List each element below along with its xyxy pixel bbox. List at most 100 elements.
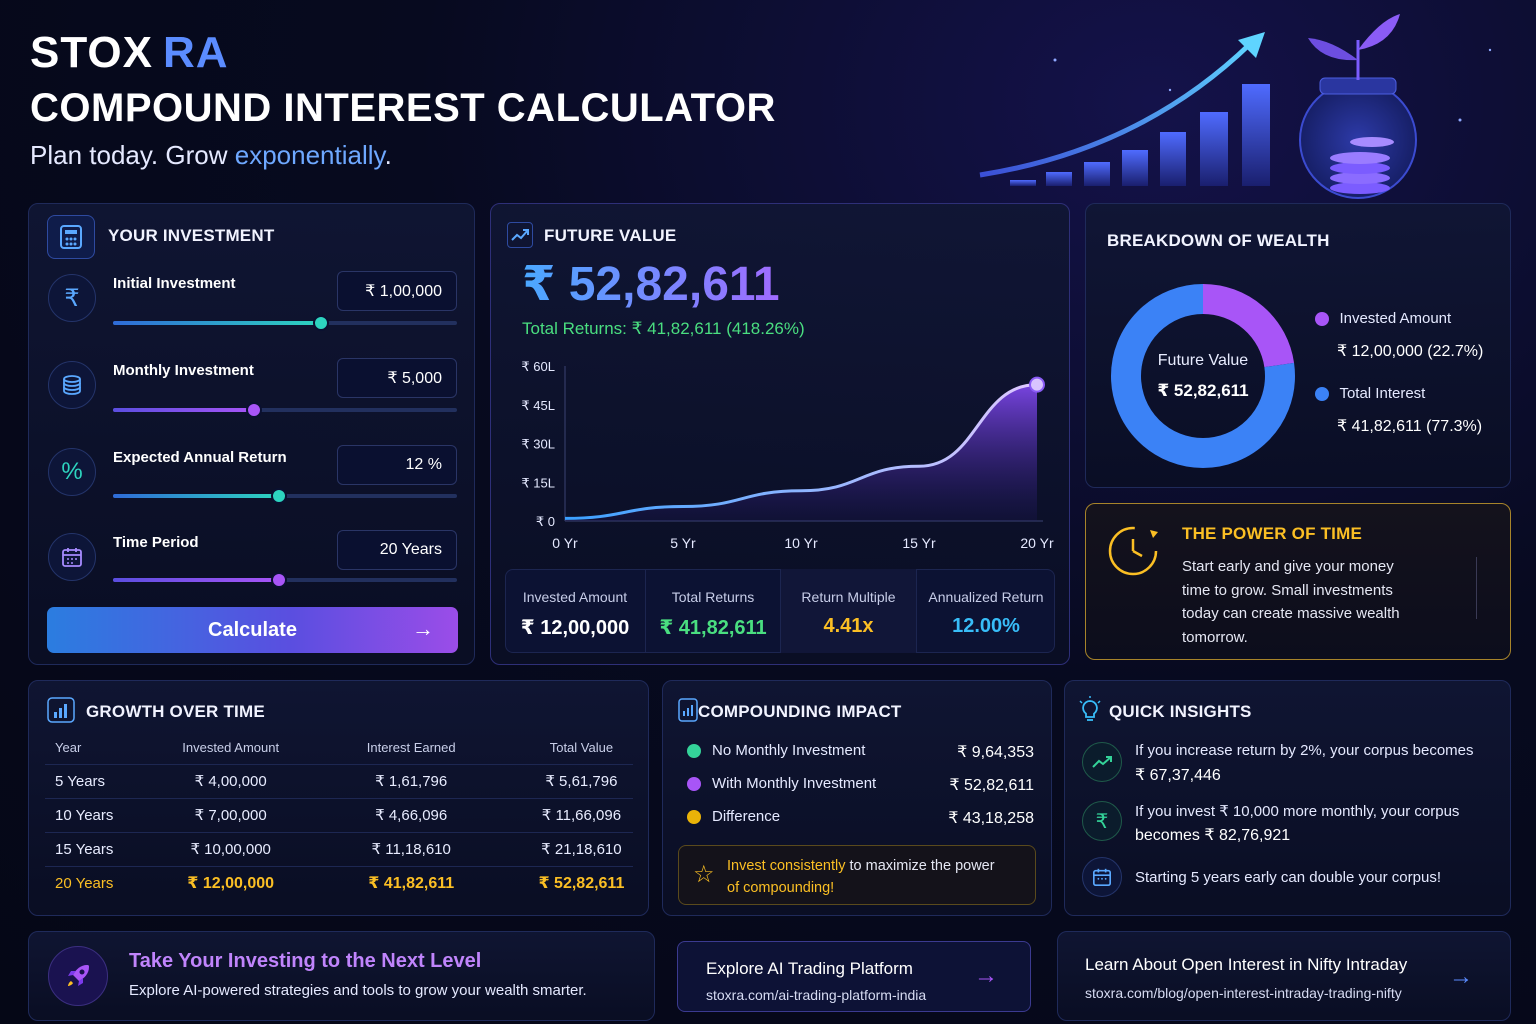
stat-annualized: Annualized Return 12.00%: [916, 569, 1055, 653]
cell-total: ₹ 21,18,610: [529, 831, 633, 866]
insight-3-line1: Starting 5 years early can double your c…: [1135, 869, 1441, 886]
initial-investment-input[interactable]: ₹ 1,00,000: [337, 271, 457, 311]
power-of-time-title: THE POWER OF TIME: [1182, 524, 1363, 543]
initial-investment-slider-fill: [113, 321, 321, 325]
stat-multiple-label: Return Multiple: [801, 589, 896, 605]
cell-interest: ₹ 4,66,096: [292, 797, 530, 832]
investment-title: YOUR INVESTMENT: [108, 226, 275, 245]
time-period-slider-knob[interactable]: [271, 572, 287, 588]
legend-interest: Total Interest: [1315, 385, 1425, 403]
bar-chart-icon: [47, 697, 75, 723]
tagline-accent: exponentially: [234, 140, 385, 170]
legend-interest-label: Total Interest: [1339, 385, 1426, 402]
impact-note-rest: to maximize the power: [845, 858, 995, 874]
expected-return-input[interactable]: 12 %: [337, 445, 457, 485]
power-divider: [1476, 557, 1477, 619]
expected-return-slider-knob[interactable]: [271, 488, 287, 504]
cell-invested: ₹ 12,00,000: [168, 865, 293, 900]
monthly-investment-input[interactable]: ₹ 5,000: [337, 358, 457, 398]
calculate-button-label: Calculate: [208, 618, 297, 641]
legend-invested: Invested Amount: [1315, 310, 1451, 328]
open-interest-link-url: stoxra.com/blog/open-interest-intraday-t…: [1085, 985, 1402, 1001]
clock-icon: [1108, 526, 1158, 576]
end-point-marker: [1029, 376, 1045, 393]
cell-total: ₹ 11,66,096: [529, 797, 633, 832]
impact-value: ₹ 43,18,258: [948, 810, 1034, 827]
time-period-input[interactable]: 20 Years: [337, 530, 457, 570]
stat-invested-value: ₹ 12,00,000: [520, 617, 630, 639]
x-tick-label: 0 Yr: [552, 535, 578, 551]
impact-label: No Monthly Investment: [712, 742, 866, 759]
ai-trading-platform-link[interactable]: Explore AI Trading Platform stoxra.com/a…: [677, 941, 1031, 1012]
impact-item-with-monthly: With Monthly Investment ₹ 52,82,611: [687, 775, 1034, 797]
rupee-icon: ₹: [48, 274, 96, 322]
impact-label: With Monthly Investment: [712, 775, 877, 792]
future-value-amount: ₹ 52,82,611: [522, 258, 780, 311]
power-of-time-text: Start early and give your money time to …: [1182, 558, 1400, 646]
impact-note-line2: of compounding!: [727, 880, 835, 896]
time-period-slider[interactable]: [113, 572, 457, 588]
promo-subtitle: Explore AI-powered strategies and tools …: [129, 982, 587, 999]
time-period-label: Time Period: [113, 534, 199, 551]
initial-investment-label: Initial Investment: [113, 275, 236, 292]
legend-interest-value: ₹ 41,82,611 (77.3%): [1337, 418, 1483, 435]
brand-logo-part1: STOX: [30, 28, 154, 77]
y-tick-label: ₹ 15L: [521, 475, 555, 490]
stat-invested-label: Invested Amount: [522, 589, 628, 605]
insights-title: QUICK INSIGHTS: [1109, 702, 1252, 721]
stat-annualized-label: Annualized Return: [928, 589, 1044, 605]
impact-item-difference: Difference ₹ 43,18,258: [687, 808, 1034, 830]
growth-table-header: Year Invested Amount Interest Earned Tot…: [45, 732, 633, 764]
cell-interest: ₹ 41,82,611: [292, 865, 530, 900]
growth-illustration: [979, 14, 1492, 199]
expected-return-slider[interactable]: [113, 488, 457, 504]
col-interest: Interest Earned: [366, 740, 456, 756]
insights-panel: [1064, 680, 1511, 916]
stat-annualized-value: 12.00%: [952, 615, 1020, 637]
donut-center-value: ₹ 52,82,611: [1157, 381, 1249, 400]
brand-logo: STOX RA: [30, 28, 229, 78]
calculate-button[interactable]: Calculate →: [47, 607, 458, 653]
arrow-right-icon: →: [974, 962, 998, 989]
initial-investment-slider[interactable]: [113, 315, 457, 331]
wealth-donut-chart: [1111, 284, 1295, 468]
x-tick-label: 20 Yr: [1020, 535, 1054, 551]
col-invested: Invested Amount: [182, 740, 280, 756]
y-tick-label: ₹ 45L: [521, 398, 555, 413]
calendar-icon: [48, 533, 96, 581]
monthly-investment-slider[interactable]: [113, 402, 457, 418]
trend-up-icon: [507, 222, 533, 248]
impact-note-accent: Invest consistently: [727, 858, 846, 874]
open-interest-link[interactable]: Learn About Open Interest in Nifty Intra…: [1057, 931, 1511, 1021]
x-tick-label: 15 Yr: [902, 535, 936, 551]
donut-center-label: Future Value: [1157, 352, 1249, 369]
document-chart-icon: [678, 698, 698, 722]
monthly-investment-slider-knob[interactable]: [246, 402, 262, 418]
cell-interest: ₹ 11,18,610: [292, 831, 530, 866]
page-title: COMPOUND INTEREST CALCULATOR: [30, 86, 776, 130]
ai-trading-link-title: Explore AI Trading Platform: [706, 959, 913, 978]
growth-title: GROWTH OVER TIME: [86, 702, 265, 721]
donut-slice-interest: [1111, 284, 1295, 468]
table-row: 10 Years ₹ 7,00,000 ₹ 4,66,096 ₹ 11,66,0…: [45, 797, 633, 832]
tagline: Plan today. Grow exponentially.: [30, 140, 392, 171]
stat-multiple: Return Multiple 4.41x: [780, 569, 916, 653]
col-total: Total Value: [549, 740, 614, 756]
cell-invested: ₹ 4,00,000: [168, 763, 293, 798]
y-tick-label: ₹ 30L: [521, 437, 555, 452]
cell-year: 10 Years: [45, 797, 169, 832]
stat-multiple-value: 4.41x: [823, 615, 874, 637]
impact-dot-purple: [687, 777, 701, 791]
star-icon: ☆: [693, 861, 715, 888]
impact-label: Difference: [712, 808, 781, 825]
impact-note: ☆ Invest consistently to maximize the po…: [678, 845, 1036, 905]
y-tick-label: ₹ 60L: [521, 359, 555, 374]
expected-return-label: Expected Annual Return: [113, 449, 287, 466]
stat-returns-label: Total Returns: [671, 589, 755, 605]
initial-investment-slider-knob[interactable]: [313, 315, 329, 331]
monthly-investment-slider-fill: [113, 408, 254, 412]
arrow-right-icon: →: [1449, 963, 1473, 990]
impact-value: ₹ 52,82,611: [949, 777, 1034, 794]
tagline-plain: Plan today. Grow: [30, 140, 235, 170]
legend-invested-value: ₹ 12,00,000 (22.7%): [1337, 343, 1484, 360]
